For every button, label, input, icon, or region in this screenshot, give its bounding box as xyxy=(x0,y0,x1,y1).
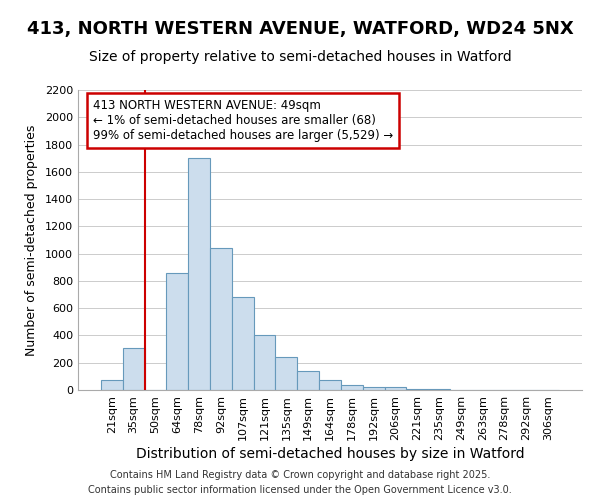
Bar xyxy=(297,371,319,390)
Bar xyxy=(232,298,254,390)
Text: Contains public sector information licensed under the Open Government Licence v3: Contains public sector information licen… xyxy=(88,485,512,495)
Bar xyxy=(101,380,123,390)
Bar xyxy=(341,385,363,390)
Bar xyxy=(385,388,406,390)
Bar xyxy=(166,272,188,390)
Text: Contains HM Land Registry data © Crown copyright and database right 2025.: Contains HM Land Registry data © Crown c… xyxy=(110,470,490,480)
Bar xyxy=(210,248,232,390)
Text: Size of property relative to semi-detached houses in Watford: Size of property relative to semi-detach… xyxy=(89,50,511,64)
Bar xyxy=(123,348,145,390)
Bar xyxy=(254,336,275,390)
Bar xyxy=(363,386,385,390)
Bar xyxy=(319,380,341,390)
X-axis label: Distribution of semi-detached houses by size in Watford: Distribution of semi-detached houses by … xyxy=(136,447,524,461)
Text: 413 NORTH WESTERN AVENUE: 49sqm
← 1% of semi-detached houses are smaller (68)
99: 413 NORTH WESTERN AVENUE: 49sqm ← 1% of … xyxy=(93,99,394,142)
Bar xyxy=(406,388,428,390)
Bar xyxy=(188,158,210,390)
Text: 413, NORTH WESTERN AVENUE, WATFORD, WD24 5NX: 413, NORTH WESTERN AVENUE, WATFORD, WD24… xyxy=(26,20,574,38)
Bar xyxy=(275,356,297,390)
Y-axis label: Number of semi-detached properties: Number of semi-detached properties xyxy=(25,124,38,356)
